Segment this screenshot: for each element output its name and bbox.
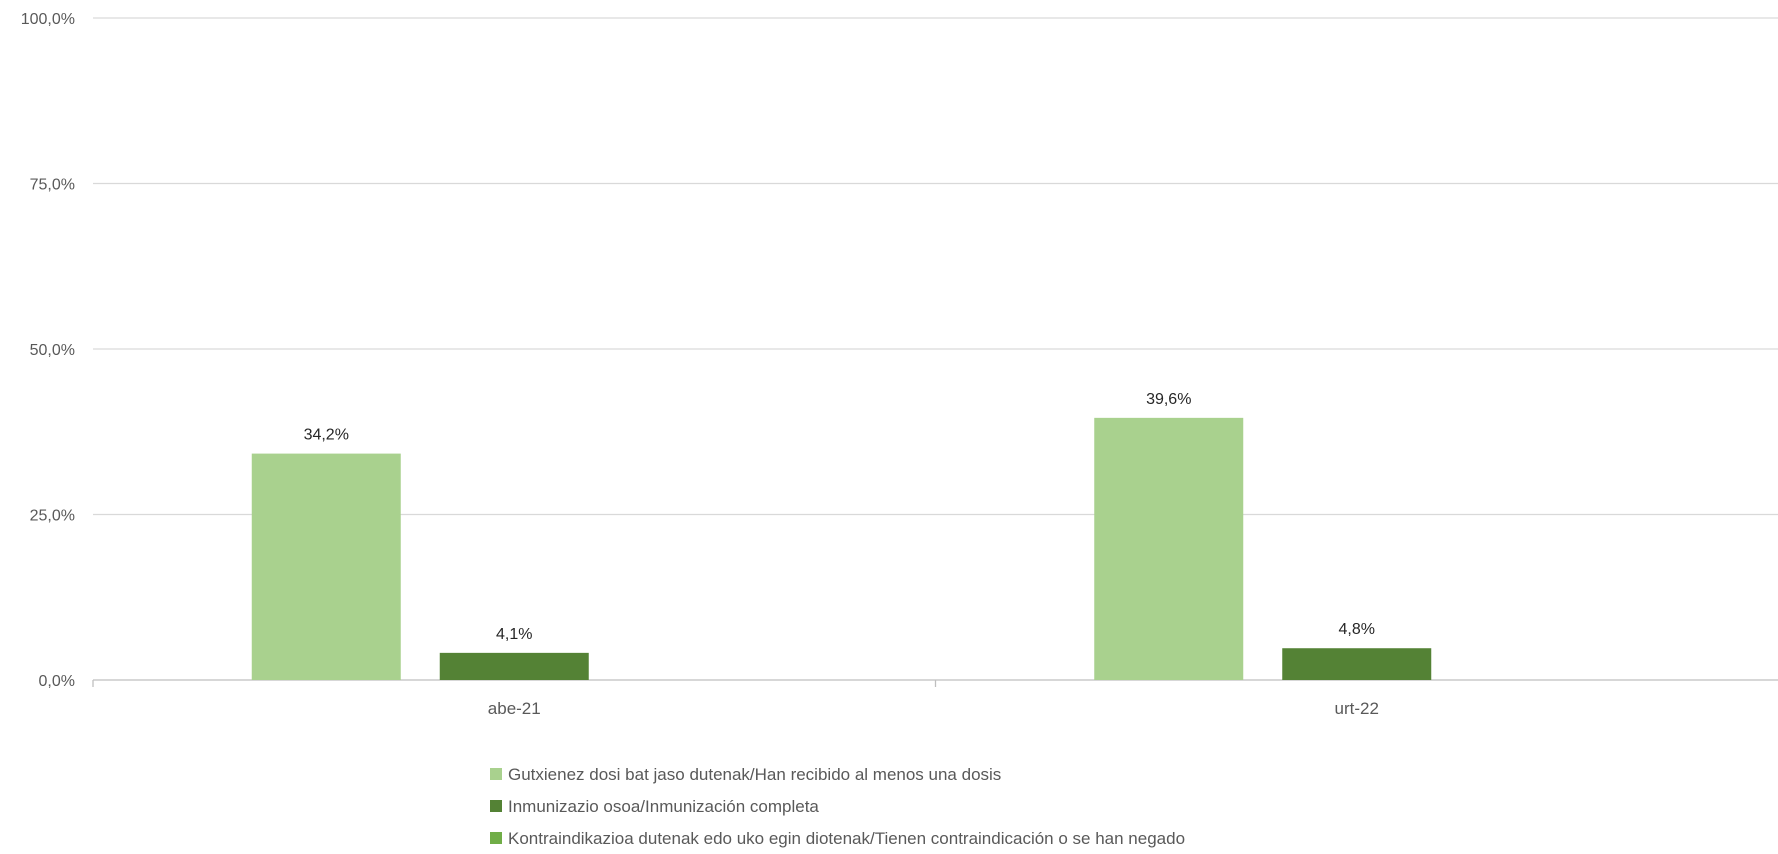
legend-swatch: [490, 832, 502, 844]
legend-label: Inmunizazio osoa/Inmunización completa: [508, 797, 819, 816]
data-labels: 34,2% 4,1% 39,6% 4,8%: [304, 391, 1375, 643]
data-label: 34,2%: [304, 427, 349, 444]
y-tick-label: 0,0%: [39, 673, 75, 690]
legend-swatch: [490, 768, 502, 780]
y-tick-label: 25,0%: [30, 508, 75, 525]
x-axis: [92, 679, 1778, 687]
y-tick-label: 100,0%: [21, 11, 75, 28]
bar: [251, 453, 401, 680]
y-tick-label: 50,0%: [30, 342, 75, 359]
grid-lines: [93, 17, 1778, 516]
category-labels: abe-21 urt-22: [488, 699, 1379, 718]
legend: Gutxienez dosi bat jaso dutenak/Han reci…: [490, 765, 1185, 848]
bars: [251, 417, 1432, 680]
bar: [1094, 417, 1244, 680]
data-label: 4,8%: [1339, 621, 1375, 638]
category-label: abe-21: [488, 699, 541, 718]
y-tick-label: 75,0%: [30, 177, 75, 194]
data-label: 4,1%: [496, 626, 532, 643]
data-label: 39,6%: [1146, 391, 1191, 408]
category-label: urt-22: [1335, 699, 1379, 718]
legend-swatch: [490, 800, 502, 812]
bar: [439, 652, 589, 680]
y-axis-ticks: 0,0% 25,0% 50,0% 75,0% 100,0%: [21, 11, 75, 690]
bar: [1282, 648, 1432, 680]
legend-label: Kontraindikazioa dutenak edo uko egin di…: [508, 829, 1185, 848]
legend-label: Gutxienez dosi bat jaso dutenak/Han reci…: [508, 765, 1001, 784]
